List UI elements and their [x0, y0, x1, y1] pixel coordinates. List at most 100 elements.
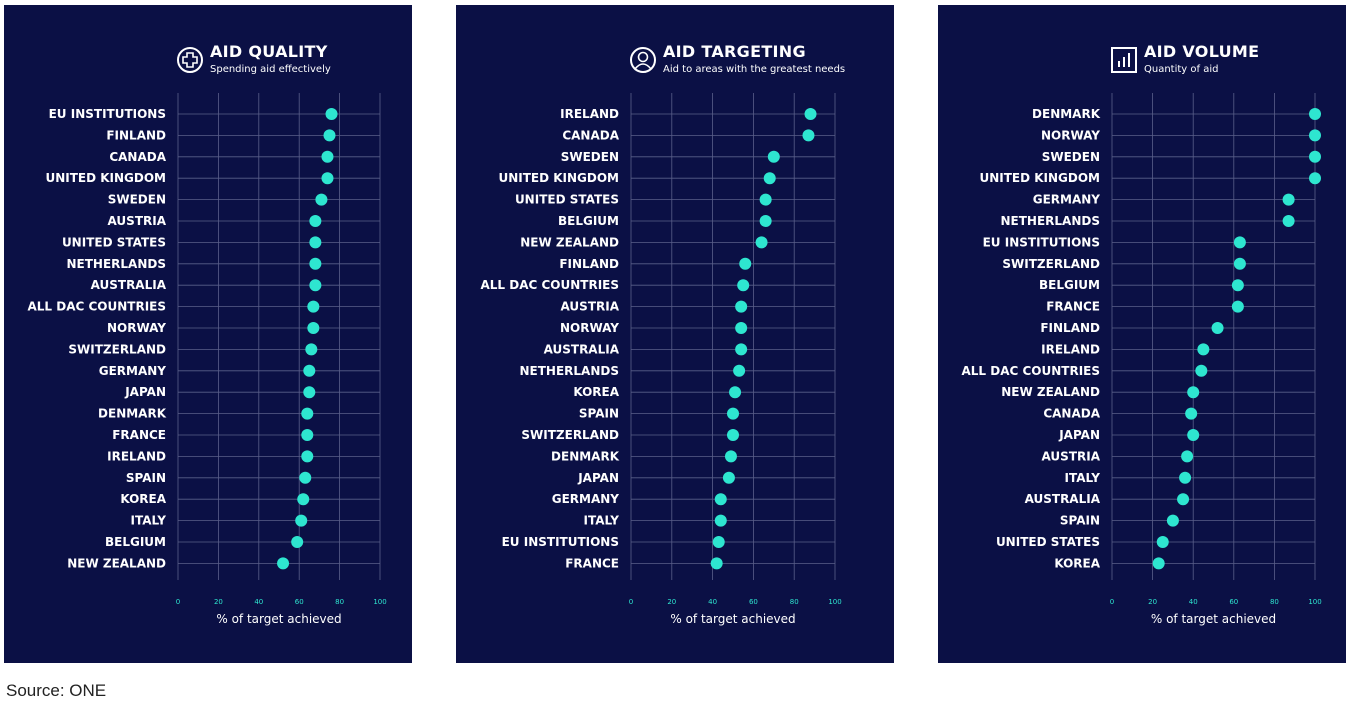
- data-point: [1309, 129, 1321, 142]
- category-label: GERMANY: [1033, 193, 1101, 207]
- category-label: UNITED STATES: [996, 535, 1100, 549]
- data-point: [321, 172, 334, 185]
- data-point: [714, 493, 727, 506]
- data-point: [299, 471, 312, 484]
- category-label: SWEDEN: [1042, 150, 1100, 164]
- category-label: GERMANY: [552, 492, 620, 506]
- tick-label: 20: [1148, 598, 1157, 606]
- data-point: [301, 450, 314, 463]
- tick-label: 40: [254, 598, 263, 606]
- tick-label: 0: [629, 598, 633, 606]
- data-point: [710, 557, 723, 570]
- data-point: [767, 150, 780, 163]
- data-point: [291, 536, 304, 548]
- data-point: [727, 407, 739, 420]
- data-point: [323, 129, 336, 142]
- category-label: IRELAND: [107, 449, 166, 463]
- data-point: [303, 364, 316, 377]
- data-point: [714, 514, 727, 527]
- x-axis-label: % of target achieved: [670, 612, 795, 626]
- category-label: UNITED STATES: [515, 193, 619, 207]
- data-point: [309, 279, 322, 292]
- data-point: [309, 215, 322, 227]
- category-label: ITALY: [1065, 471, 1101, 485]
- category-label: UNITED KINGDOM: [498, 171, 619, 185]
- tick-label: 0: [176, 598, 180, 606]
- category-label: SWITZERLAND: [521, 428, 619, 442]
- category-label: NORWAY: [107, 321, 166, 335]
- data-point: [309, 257, 322, 270]
- category-label: BELGIUM: [558, 214, 619, 228]
- data-point: [303, 386, 316, 399]
- tick-label: 40: [708, 598, 717, 606]
- aid-volume-chart: AID VOLUME Quantity of aid DENMARK NORWAY SW…: [961, 42, 1321, 626]
- category-label: FRANCE: [1046, 300, 1100, 314]
- chart-title: AID TARGETING: [663, 42, 806, 61]
- data-point: [1181, 450, 1194, 463]
- category-label: JAPAN: [124, 385, 166, 399]
- category-label: GERMANY: [99, 364, 167, 378]
- category-label: FINLAND: [106, 128, 166, 142]
- data-point: [325, 108, 338, 120]
- category-label: JAPAN: [577, 471, 619, 485]
- data-point: [737, 279, 750, 292]
- category-label: ITALY: [584, 514, 620, 528]
- person-circle-icon: [630, 47, 656, 73]
- category-label: EU INSTITUTIONS: [983, 235, 1100, 249]
- aid-volume-panel: AID VOLUME Quantity of aid DENMARK NORWAY SW…: [938, 5, 1346, 663]
- category-label: AUSTRIA: [561, 300, 620, 314]
- data-point: [277, 557, 290, 570]
- data-point: [804, 108, 817, 120]
- data-point: [321, 150, 334, 163]
- data-point: [1231, 300, 1244, 313]
- category-label: NORWAY: [1041, 128, 1100, 142]
- aid-quality-panel: AID QUALITY Spending aid effectively EU IN…: [4, 5, 412, 663]
- tick-label: 60: [1229, 598, 1238, 606]
- data-point: [1309, 108, 1321, 120]
- category-label: AUSTRIA: [1042, 449, 1101, 463]
- category-label: FRANCE: [112, 428, 166, 442]
- category-label: SPAIN: [126, 471, 166, 485]
- data-point: [727, 429, 739, 441]
- data-point: [315, 193, 328, 206]
- category-label: DENMARK: [1032, 107, 1101, 121]
- category-label: AUSTRALIA: [1025, 492, 1101, 506]
- data-point: [1231, 279, 1244, 292]
- tick-label: 80: [1270, 598, 1279, 606]
- category-label: CANADA: [562, 128, 619, 142]
- chart-subtitle: Aid to areas with the greatest needs: [663, 64, 845, 75]
- chart-title: AID QUALITY: [210, 42, 328, 61]
- tick-label: 20: [214, 598, 223, 606]
- tick-label: 60: [749, 598, 758, 606]
- category-label: AUSTRALIA: [91, 278, 167, 292]
- data-point: [1195, 364, 1208, 377]
- chart-subtitle: Spending aid effectively: [210, 64, 331, 75]
- data-point: [802, 129, 815, 142]
- category-label: DENMARK: [98, 407, 167, 421]
- aid-quality-chart: AID QUALITY Spending aid effectively EU IN…: [27, 42, 386, 626]
- aid-targeting-panel: AID TARGETING Aid to areas with the great…: [456, 5, 894, 663]
- category-label: AUSTRALIA: [544, 342, 620, 356]
- category-label: SWITZERLAND: [1002, 257, 1100, 271]
- category-label: FINLAND: [559, 257, 619, 271]
- tick-label: 20: [667, 598, 676, 606]
- data-point: [1282, 215, 1295, 227]
- aid-targeting-chart: AID TARGETING Aid to areas with the great…: [480, 42, 845, 626]
- data-point: [1177, 493, 1190, 506]
- category-label: ITALY: [131, 514, 167, 528]
- data-point: [305, 343, 318, 356]
- category-label: KOREA: [1054, 556, 1100, 570]
- data-point: [735, 322, 748, 334]
- category-label: ALL DAC COUNTRIES: [961, 364, 1100, 378]
- category-label: IRELAND: [1041, 342, 1100, 356]
- category-label: EU INSTITUTIONS: [502, 535, 619, 549]
- category-label: UNITED KINGDOM: [979, 171, 1100, 185]
- data-point: [1309, 172, 1321, 185]
- x-axis-label: % of target achieved: [1151, 612, 1276, 626]
- category-label: UNITED STATES: [62, 235, 166, 249]
- category-label: JAPAN: [1058, 428, 1100, 442]
- data-point: [309, 236, 322, 249]
- category-label: BELGIUM: [105, 535, 166, 549]
- category-label: IRELAND: [560, 107, 619, 121]
- category-label: KOREA: [120, 492, 166, 506]
